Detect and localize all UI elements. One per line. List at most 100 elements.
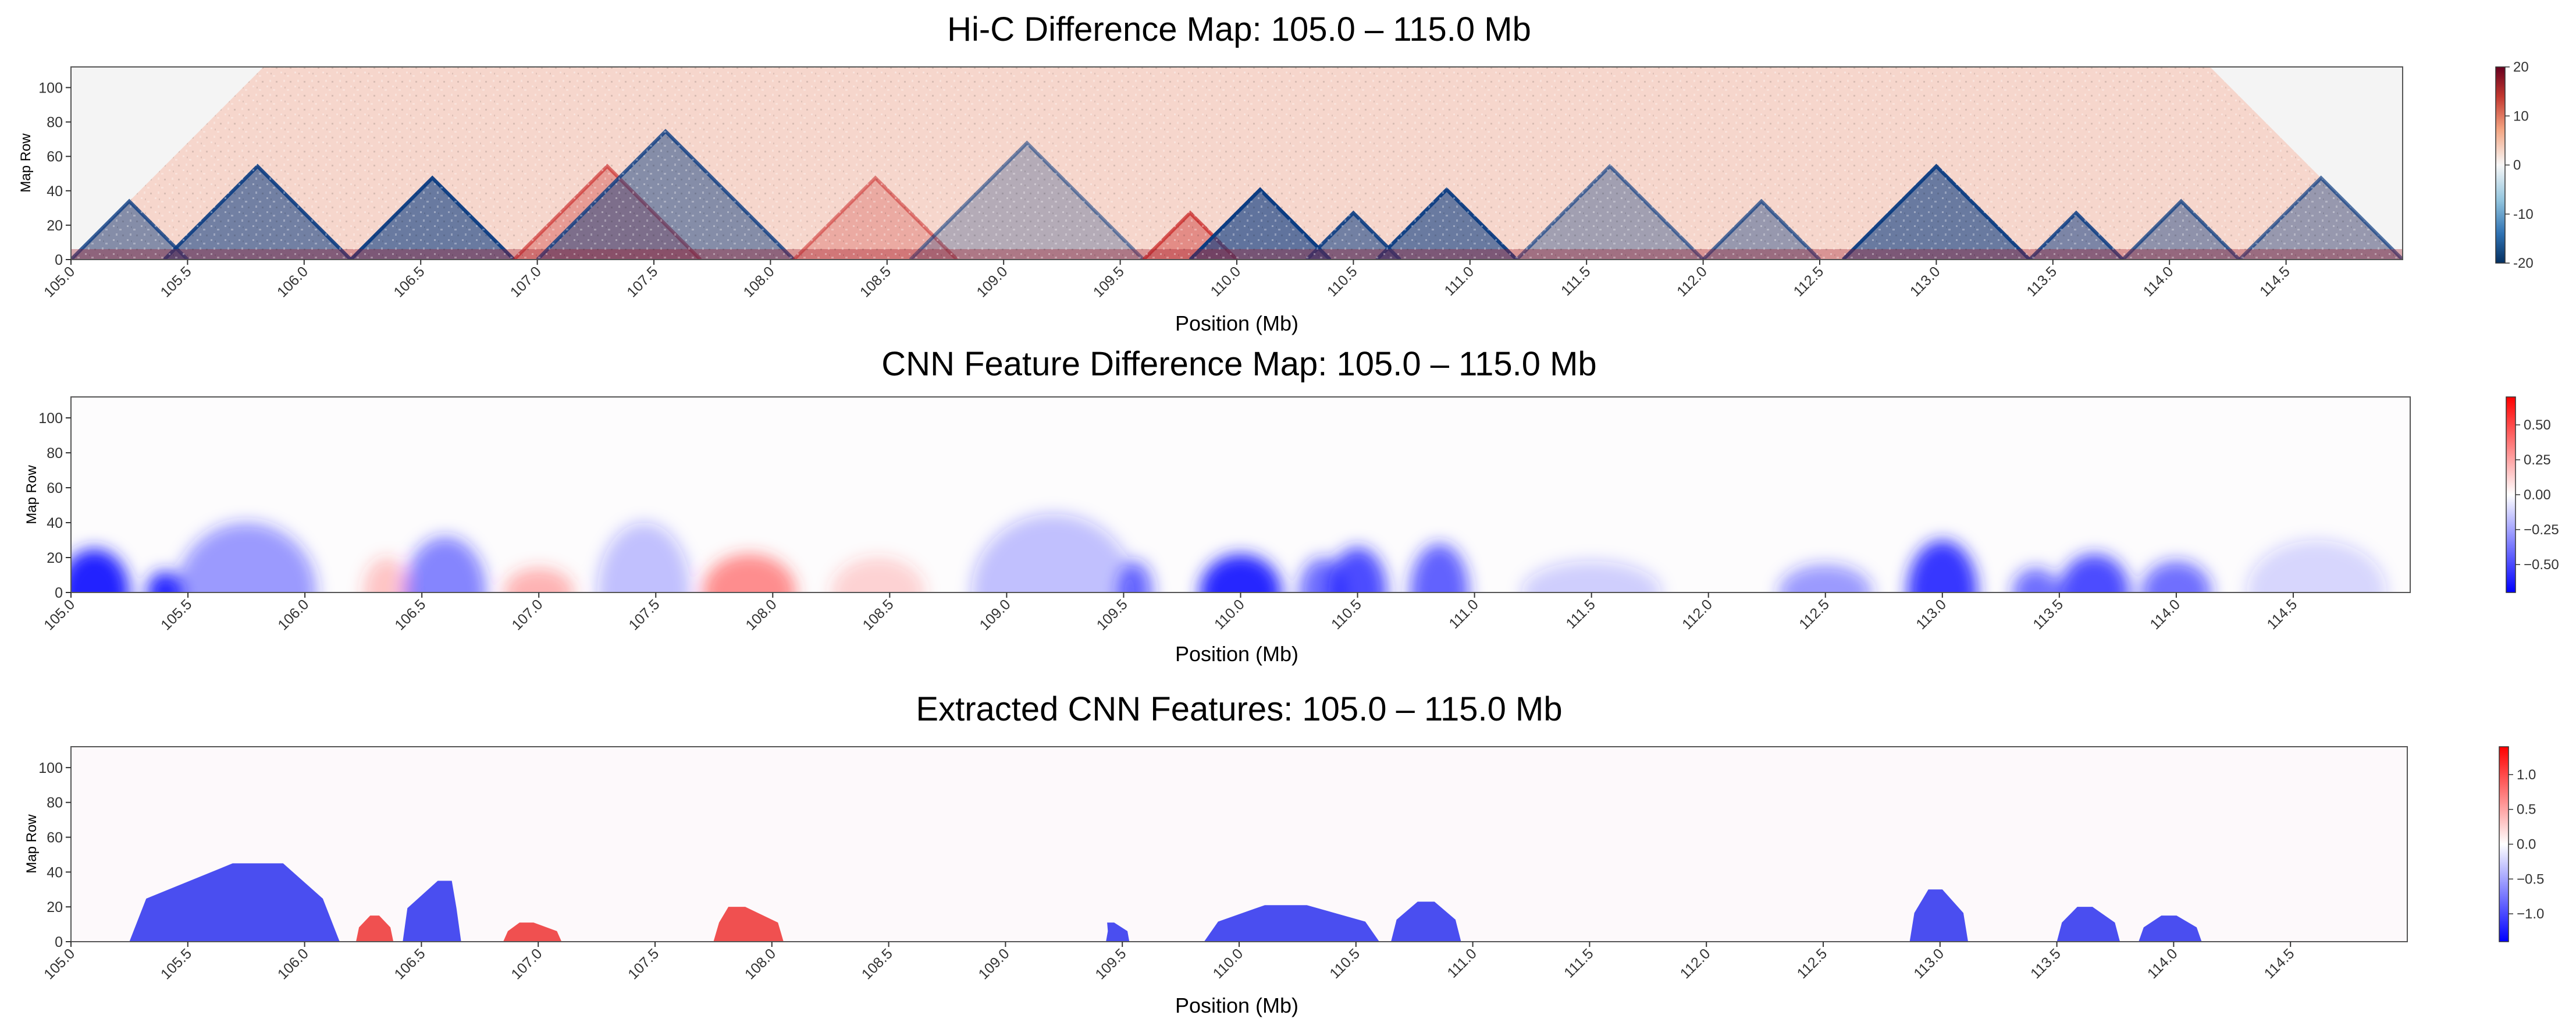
x-tick-label: 109.5 [1094,596,1131,633]
x-tick-label: 106.5 [392,945,429,982]
x-tick-label: 112.0 [1674,263,1710,300]
x-tick-label: 106.0 [275,945,312,982]
x-tick-label: 106.5 [390,263,428,300]
x-tick-label: 110.0 [1210,945,1247,982]
x-tick-label: 109.5 [1090,263,1127,300]
feature-positive [503,922,562,942]
x-tick-label: 113.5 [2030,596,2066,633]
y-tick-label: 80 [47,445,63,462]
panel-extracted-cnn-features: Extracted CNN Features: 105.0 – 115.0 Mb… [24,690,2544,1017]
x-tick-label: 108.0 [742,945,779,982]
cnn-blob [1328,547,1387,592]
y-tick-label: 100 [38,410,63,427]
cnn-blob [1410,544,1469,592]
x-tick-label: 105.0 [41,263,78,300]
x-tick-label: 114.5 [2257,263,2293,300]
x-tick-label: 111.0 [1444,945,1479,981]
colorbar-ticks: 1.0 0.5 0.0 −0.5 −1.0 [2499,746,2544,942]
x-tick-label: 108.0 [741,263,778,300]
x-tick-label: 109.5 [1092,945,1129,982]
colorbar-tick-label: −0.5 [2517,871,2544,887]
x-tick-label: 109.0 [973,263,1011,300]
colorbar-tick-label: −0.50 [2524,557,2559,573]
feature-negative [403,881,461,942]
x-tick-label: 105.5 [158,945,195,982]
x-tick-label: 107.5 [624,263,661,300]
y-tick-label: 0 [55,585,63,601]
x-tick-label: 107.5 [625,596,663,633]
y-tick-label: 40 [47,864,63,881]
x-tick-label: 114.0 [2144,945,2181,982]
x-tick-label: 114.5 [2261,945,2298,982]
feature-positive [713,907,784,942]
chart-title: CNN Feature Difference Map: 105.0 – 115.… [881,345,1596,383]
cnn-blob [597,523,691,592]
x-tick-label: 114.0 [2140,263,2177,300]
cnn-blob [2012,568,2059,592]
cnn-blob [831,558,925,592]
x-tick-label: 108.5 [857,263,894,300]
colorbar-tick-label: 10 [2513,108,2529,124]
cnn-blob [2246,540,2387,592]
x-tick-label: 111.5 [1563,596,1598,631]
heatmap-data [129,863,2202,942]
x-tick-label: 109.0 [977,596,1014,633]
colorbar-tick-label: -20 [2513,256,2534,271]
x-tick-label: 111.0 [1442,263,1477,299]
y-tick-label: 60 [47,830,63,846]
x-tick-label: 112.0 [1679,596,1716,633]
y-tick-label: 80 [47,115,63,131]
x-tick-label: 112.0 [1677,945,1714,982]
x-tick-label: 111.0 [1446,596,1481,631]
feature-negative [129,863,340,942]
colorbar-tick-label: -10 [2513,207,2534,222]
colorbar-tick-label: −1.0 [2517,906,2544,922]
colorbar [2506,397,2515,592]
feature-negative [2139,915,2202,942]
cnn-blob [404,537,486,592]
x-tick-label: 112.5 [1791,263,1827,300]
colorbar-tick-label: 20 [2513,59,2529,75]
x-tick-label: 108.5 [859,945,896,982]
x-tick-label: 107.0 [508,945,545,982]
y-tick-label: 0 [55,252,63,268]
feature-negative [1909,889,1968,942]
cnn-blob [1200,554,1282,592]
y-tick-label: 40 [47,183,63,200]
x-tick-label: 105.0 [41,596,78,633]
feature-negative [1391,902,1461,942]
x-tick-label: 107.0 [507,263,545,300]
x-tick-label: 106.0 [275,596,312,633]
colorbar-tick-label: −0.25 [2524,522,2559,538]
heatmap-data [71,514,2387,592]
colorbar-ticks: 0.50 0.25 0.00 −0.25 −0.50 [2506,396,2559,593]
y-tick-label: 20 [47,550,63,566]
x-tick-label: 106.5 [392,596,429,633]
x-tick-label: 107.0 [508,596,546,633]
cnn-blob [1521,561,1662,592]
y-axis-label: Map Row [24,465,40,524]
colorbar-tick-label: 0.50 [2524,417,2551,433]
x-tick-label: 110.5 [1324,263,1361,300]
x-axis-label: Position (Mb) [1175,642,1298,666]
y-tick-label: 80 [47,795,63,811]
colorbar-tick-label: 0.5 [2517,802,2536,818]
feature-negative [1204,905,1379,942]
x-tick-label: 113.0 [1907,263,1944,300]
y-tick-label: 100 [38,760,63,776]
heatmap-data [71,67,2403,260]
x-tick-label: 110.0 [1211,596,1248,633]
cnn-blob [972,514,1136,592]
x-axis-label: Position (Mb) [1175,311,1298,335]
cnn-blob [363,558,411,592]
feature-negative [2056,907,2120,942]
colorbar-ticks: 20 10 0 -10 -20 [2495,59,2534,271]
colorbar-tick-label: 1.0 [2517,767,2536,783]
colorbar [2496,67,2505,263]
colorbar-tick-label: 0 [2513,158,2521,173]
x-tick-label: 113.0 [1910,945,1947,982]
x-tick-label: 110.0 [1208,263,1244,300]
x-tick-label: 113.5 [2027,945,2064,982]
cnn-blob [2059,554,2130,592]
